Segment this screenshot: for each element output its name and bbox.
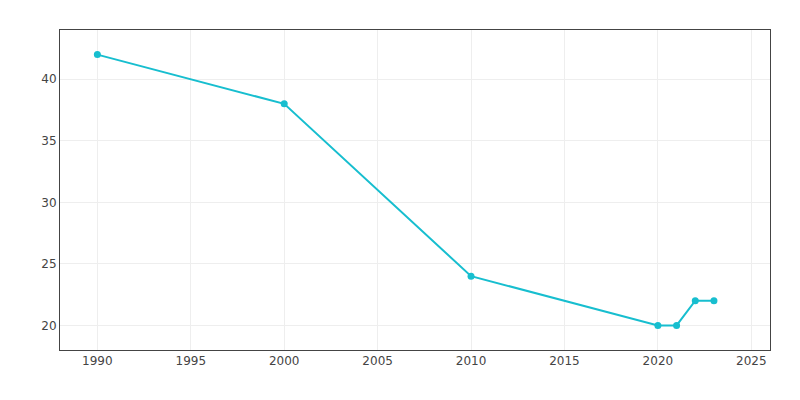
svg-text:1990: 1990 <box>82 354 113 368</box>
svg-text:2000: 2000 <box>269 354 300 368</box>
svg-text:2005: 2005 <box>362 354 393 368</box>
svg-text:2020: 2020 <box>643 354 674 368</box>
svg-text:2025: 2025 <box>736 354 767 368</box>
svg-text:20: 20 <box>41 319 56 333</box>
svg-text:1995: 1995 <box>176 354 207 368</box>
svg-text:35: 35 <box>41 134 56 148</box>
svg-text:2015: 2015 <box>549 354 580 368</box>
svg-text:40: 40 <box>41 72 56 86</box>
svg-text:25: 25 <box>41 257 56 271</box>
svg-text:2010: 2010 <box>456 354 487 368</box>
svg-text:30: 30 <box>41 196 56 210</box>
